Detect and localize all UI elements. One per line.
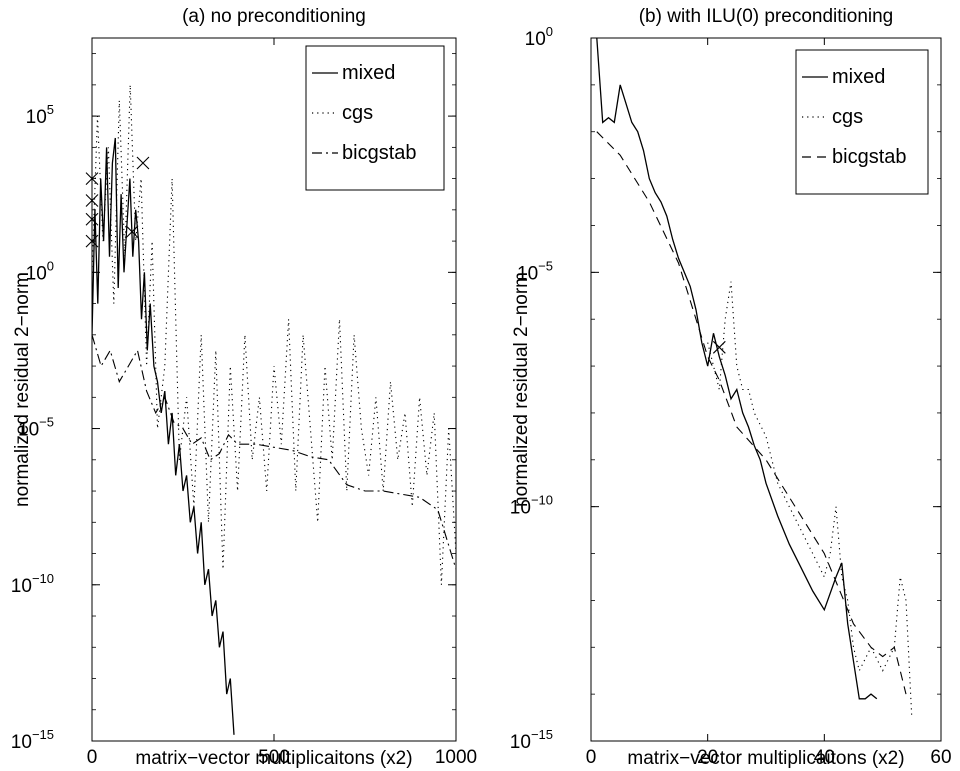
series-line-bicgstab (596, 131, 907, 695)
legend-box (795, 49, 929, 195)
x-tick-label: 60 (930, 747, 951, 768)
x-marker (712, 340, 726, 354)
x-marker (85, 172, 99, 185)
y-tick-base: 10 (510, 732, 531, 753)
y-tick-label: 10−15 (11, 727, 54, 753)
legend-label: mixed (832, 66, 885, 88)
x-axis-label: matrix−vector multiplicaitons (x2) (627, 748, 904, 769)
y-tick-base: 10 (11, 576, 32, 597)
series-line-bicgstab (92, 334, 456, 570)
legend-label: bicgstab (342, 142, 417, 164)
x-tick-label: 0 (586, 747, 597, 768)
y-tick-base: 10 (525, 29, 546, 50)
y-tick-exponent: 0 (546, 24, 553, 39)
x-marker (136, 156, 150, 170)
x-marker (125, 225, 139, 239)
y-tick-label: 10−5 (18, 415, 54, 441)
x-tick-label: 0 (87, 747, 98, 768)
y-tick-label: 10−10 (11, 571, 54, 597)
chart-panel-b: (b) with ILU(0) preconditioning 0 20 40 60 10… (510, 6, 952, 769)
plot-frame (590, 37, 942, 742)
series-line-mixed (596, 38, 878, 700)
chart-title: (b) with ILU(0) preconditioning (639, 6, 894, 27)
x-marker (85, 234, 99, 248)
series-line-cgs (707, 281, 913, 718)
y-tick-base: 10 (26, 107, 47, 128)
y-tick-base: 10 (510, 498, 531, 519)
legend-label: cgs (342, 102, 373, 124)
y-tick-exponent: −5 (538, 258, 553, 273)
y-tick-exponent: −15 (531, 727, 553, 742)
y-tick-base: 10 (26, 263, 47, 284)
legend-box (305, 45, 445, 191)
y-tick-exponent: 0 (47, 258, 54, 273)
y-tick-label: 10−15 (510, 727, 553, 753)
y-tick-label: 10−10 (510, 493, 553, 519)
y-tick-label: 100 (525, 24, 553, 50)
x-tick-label: 500 (258, 747, 290, 768)
y-axis-label: normalized residual 2−norm (12, 272, 33, 507)
legend-label: cgs (832, 106, 863, 128)
y-tick-exponent: −15 (32, 727, 54, 742)
y-tick-label: 100 (26, 258, 54, 284)
y-tick-exponent: −5 (39, 415, 54, 430)
y-tick-label: 10−5 (517, 258, 553, 284)
x-tick-label: 20 (697, 747, 718, 768)
y-tick-base: 10 (517, 263, 538, 284)
x-tick-label: 1000 (435, 747, 477, 768)
x-tick-label: 40 (814, 747, 835, 768)
x-marker (85, 212, 99, 226)
y-tick-label: 105 (26, 102, 54, 128)
y-tick-exponent: −10 (32, 571, 54, 586)
y-tick-exponent: −10 (531, 493, 553, 508)
legend-label: bicgstab (832, 146, 907, 168)
chart-title: (a) no preconditioning (182, 6, 366, 27)
series-line-mixed (92, 137, 235, 735)
y-tick-base: 10 (11, 732, 32, 753)
x-marker (85, 194, 99, 207)
y-tick-exponent: 5 (47, 102, 54, 117)
y-tick-base: 10 (18, 420, 39, 441)
y-axis-label: normalized residual 2−norm (511, 272, 532, 507)
legend-label: mixed (342, 62, 395, 84)
x-axis-label: matrix−vector multiplicaitons (x2) (135, 748, 412, 769)
